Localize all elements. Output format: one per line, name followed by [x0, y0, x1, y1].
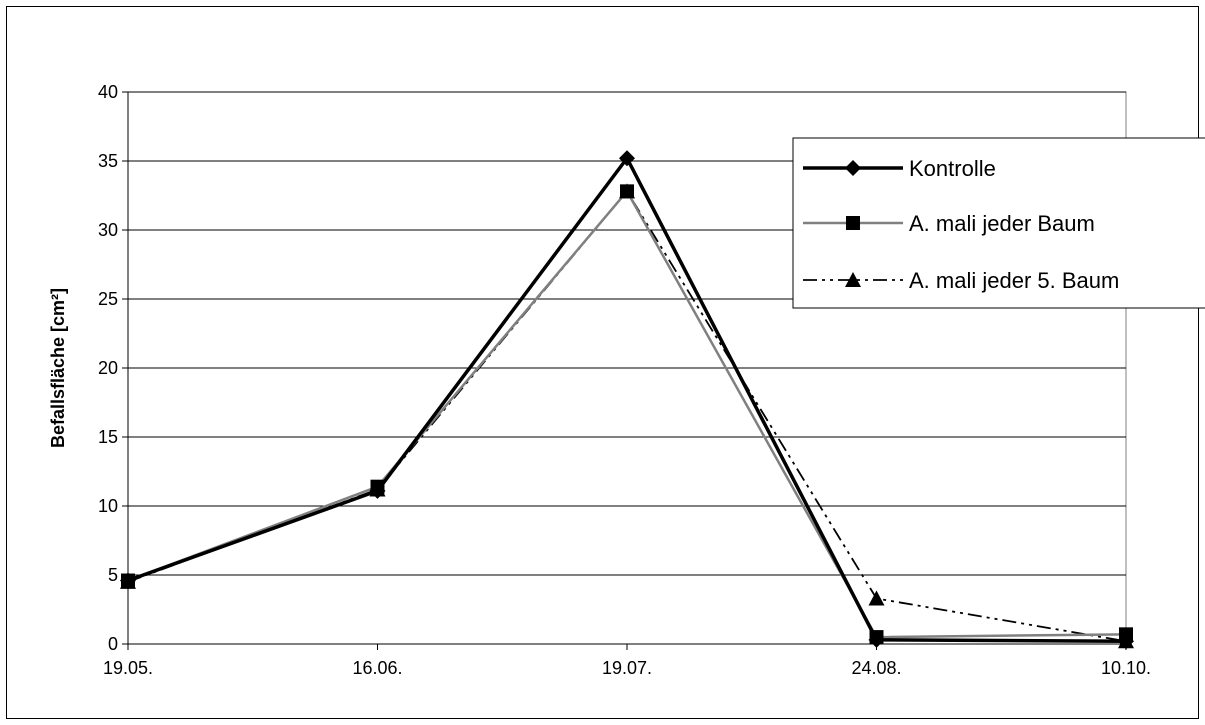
y-tick-label: 25 — [98, 289, 118, 309]
legend-label: A. mali jeder 5. Baum — [909, 268, 1119, 293]
data-point-marker — [619, 150, 635, 167]
data-point-marker — [620, 184, 634, 199]
y-tick-label: 5 — [108, 565, 118, 585]
x-tick-label: 19.07. — [602, 658, 652, 678]
x-tick-label: 24.08. — [851, 658, 901, 678]
x-tick-labels: 19.05. 16.06. 19.07. 24.08. 10.10. — [103, 658, 1151, 678]
y-tick-label: 15 — [98, 427, 118, 447]
y-tick-labels: 0 5 10 15 20 25 30 35 40 — [98, 82, 118, 654]
data-point-marker — [868, 590, 885, 606]
data-point-marker — [369, 482, 386, 499]
legend-marker — [845, 272, 861, 287]
series-1 — [120, 150, 1134, 650]
data-point-marker — [120, 572, 136, 589]
legend: Kontrolle A. mali jeder Baum A. mali jeder… — [792, 137, 1205, 309]
y-tick-label: 0 — [108, 634, 118, 654]
legend-item: Kontrolle — [803, 156, 996, 181]
y-tick-label: 20 — [98, 358, 118, 378]
legend-item: A. mali jeder Baum — [803, 211, 1095, 236]
x-tick-label: 16.06. — [352, 658, 402, 678]
legend-marker — [845, 160, 861, 176]
axes — [122, 91, 1127, 650]
data-point-marker — [1118, 633, 1134, 650]
x-tick-label: 19.05. — [103, 658, 153, 678]
x-tick-label: 10.10. — [1101, 658, 1151, 678]
legend-label: Kontrolle — [909, 156, 996, 181]
legend-label: A. mali jeder Baum — [909, 211, 1095, 236]
data-point-marker — [868, 631, 885, 648]
series-group — [120, 150, 1134, 650]
legend-item: A. mali jeder 5. Baum — [803, 268, 1119, 293]
y-tick-label: 30 — [98, 220, 118, 240]
y-axis-title: Befallsfläche [cm²] — [48, 288, 68, 448]
legend-marker — [846, 216, 860, 230]
y-tick-label: 10 — [98, 496, 118, 516]
y-tick-label: 35 — [98, 151, 118, 171]
y-tick-label: 40 — [98, 82, 118, 102]
